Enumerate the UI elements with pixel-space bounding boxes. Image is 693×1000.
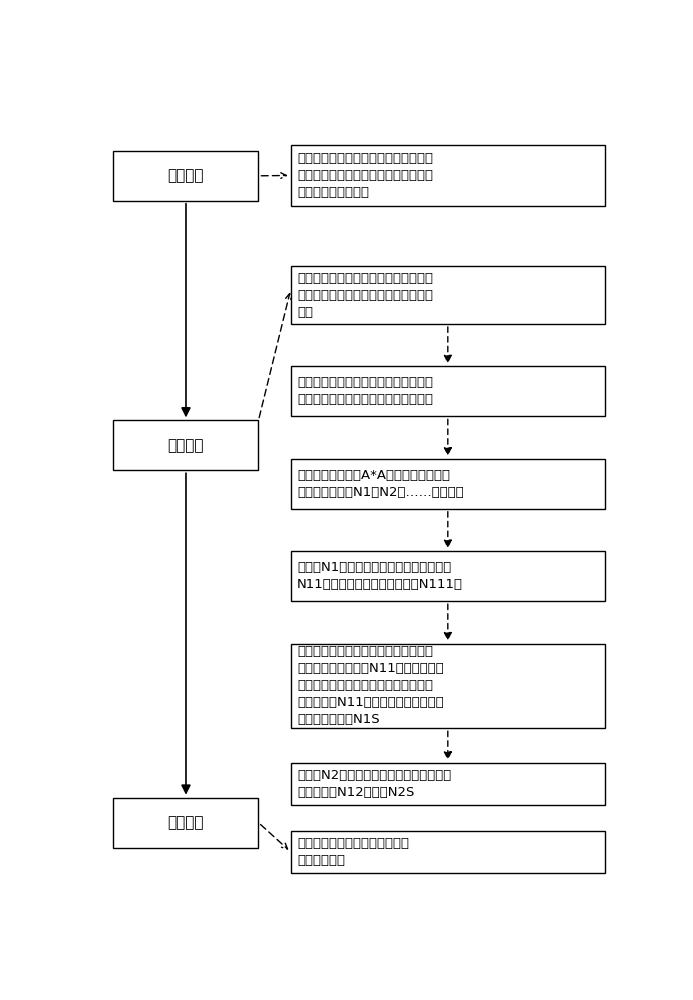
Text: 获取结果: 获取结果 — [168, 815, 204, 830]
Bar — [291, 145, 605, 206]
Text: 观察患者被检眼窗口动态影像进行对准
和聚焦使之达到最佳状态后将点击拍摄
按钮，图像采集完成: 观察患者被检眼窗口动态影像进行对准 和聚焦使之达到最佳状态后将点击拍摄 按钮，图… — [297, 152, 433, 199]
Text: 预设照片分辨率为A*A，即正方形，图片
依次采样编号为N1，N2，……以此类推: 预设照片分辨率为A*A，即正方形，图片 依次采样编号为N1，N2，……以此类推 — [297, 469, 464, 499]
Bar — [291, 366, 605, 416]
Bar — [291, 459, 605, 509]
Text: 图像获取: 图像获取 — [168, 168, 204, 183]
Text: 对图像进行高斯平滑，对图像进行灰度
处理，将产生的灰度图像变换为二值化
图像: 对图像进行高斯平滑，对图像进行灰度 处理，将产生的灰度图像变换为二值化 图像 — [297, 272, 433, 319]
Text: 由于血管在图中呈现红色，设备通过植
入颜色传感器，由点N11均匀扩散至四
周，采样过程中由于仅保留红色信息，
故会行成由N11为中心点的不均匀扩散
图，图样标号: 由于血管在图中呈现红色，设备通过植 入颜色传感器，由点N11均匀扩散至四 周，采… — [297, 645, 444, 726]
Text: 通过阈值法统计所有细胞区域，
获得细胞数量: 通过阈值法统计所有细胞区域， 获得细胞数量 — [297, 837, 409, 867]
Bar — [291, 831, 605, 873]
Text: 取照片N2，进行上述流程和信息采样，得
到中心点为N12的图样N2S: 取照片N2，进行上述流程和信息采样，得 到中心点为N12的图样N2S — [297, 769, 451, 799]
Bar — [114, 420, 258, 470]
Text: 取照片N1，并在照片中取中心点，标号：
N11，（细胞首次采集点标注为N111）: 取照片N1，并在照片中取中心点，标号： N11，（细胞首次采集点标注为N111） — [297, 561, 463, 591]
Bar — [114, 798, 258, 848]
Text: 对二值化图像进行形态学变换，并填充
二值化结果图中的空洞，得到预设照片: 对二值化图像进行形态学变换，并填充 二值化结果图中的空洞，得到预设照片 — [297, 376, 433, 406]
Bar — [291, 266, 605, 324]
Text: 图像处理: 图像处理 — [168, 438, 204, 453]
Bar — [114, 151, 258, 201]
Bar — [291, 763, 605, 805]
Bar — [291, 644, 605, 728]
Bar — [291, 551, 605, 601]
